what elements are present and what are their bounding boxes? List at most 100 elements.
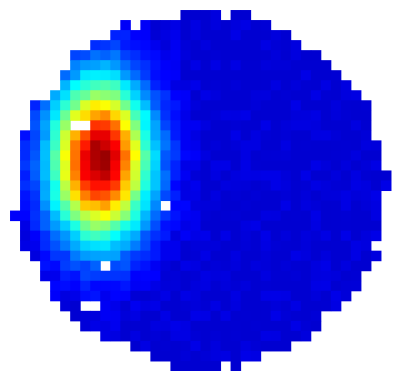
heatmap-cell: [90, 90, 101, 101]
heatmap-cell: [330, 260, 342, 272]
heatmap-cell: [290, 310, 302, 322]
heatmap-cell: [120, 170, 131, 181]
heatmap-cell: [180, 70, 191, 81]
heatmap-cell: [170, 260, 181, 272]
heatmap-cell: [20, 230, 31, 242]
heatmap-cell: [240, 260, 252, 272]
heatmap-cell: [320, 270, 332, 282]
heatmap-cell: [140, 190, 151, 202]
heatmap-cell: [100, 140, 111, 151]
heatmap-cell: [180, 230, 191, 242]
heatmap-cell: [30, 240, 41, 252]
heatmap-cell: [230, 310, 242, 322]
heatmap-cell: [150, 330, 161, 342]
heatmap-cell: [110, 70, 121, 81]
heatmap-cell: [200, 350, 212, 362]
heatmap-cell: [380, 180, 392, 192]
heatmap-cell: [40, 210, 51, 222]
heatmap-cell: [120, 40, 131, 51]
heatmap-cell: [80, 150, 91, 161]
heatmap-cell: [240, 350, 252, 362]
heatmap-cell: [280, 60, 292, 71]
heatmap-cell: [190, 170, 201, 181]
heatmap-cell: [150, 180, 161, 192]
heatmap-cell: [320, 80, 332, 91]
heatmap-cell: [310, 80, 322, 91]
heatmap-cell: [150, 240, 161, 252]
heatmap-cell: [320, 240, 332, 252]
heatmap-cell: [120, 310, 131, 322]
heatmap-cell: [180, 10, 191, 21]
heatmap-cell: [200, 200, 212, 212]
heatmap-cell: [290, 130, 302, 141]
heatmap-cell: [350, 150, 362, 161]
heatmap-cell: [180, 20, 191, 31]
heatmap-cell: [150, 190, 161, 202]
heatmap-cell: [180, 40, 191, 51]
heatmap-cell: [250, 300, 262, 312]
heatmap-cell: [190, 80, 201, 91]
heatmap-cell: [260, 340, 272, 352]
heatmap-cell: [280, 110, 292, 121]
heatmap-cell: [290, 200, 302, 212]
heatmap-cell: [160, 210, 171, 222]
heatmap-cell: [100, 290, 111, 302]
heatmap-cell: [30, 220, 41, 232]
heatmap-cell: [250, 140, 262, 151]
heatmap-cell: [240, 150, 252, 161]
heatmap-cell: [70, 240, 81, 252]
heatmap-cell: [120, 140, 131, 151]
heatmap-cell: [250, 200, 262, 212]
heatmap-cell: [20, 220, 31, 232]
heatmap-cell: [340, 100, 352, 111]
heatmap-cell: [240, 200, 252, 212]
heatmap-cell: [320, 110, 332, 121]
heatmap-cell: [240, 80, 252, 91]
heatmap-cell: [120, 20, 131, 31]
heatmap-cell: [240, 300, 252, 312]
heatmap-cell: [70, 230, 81, 242]
heatmap-cell: [180, 340, 191, 352]
heatmap-cell: [50, 160, 61, 171]
heatmap-cell: [90, 220, 101, 232]
heatmap-cell: [180, 130, 191, 141]
heatmap-cell: [90, 40, 101, 51]
heatmap-cell: [200, 60, 212, 71]
heatmap-cell: [200, 110, 212, 121]
heatmap-cell: [120, 260, 131, 272]
heatmap-cell: [320, 190, 332, 202]
heatmap-cell: [30, 130, 41, 141]
heatmap-cell: [180, 360, 191, 371]
heatmap-cell: [230, 320, 242, 332]
heatmap-cell: [250, 320, 262, 332]
heatmap-cell: [300, 190, 312, 202]
heatmap-cell: [190, 20, 201, 31]
heatmap-cell: [140, 90, 151, 101]
heatmap-cell: [180, 290, 191, 302]
heatmap-cell: [170, 70, 181, 81]
heatmap-cell: [340, 230, 352, 242]
heatmap-cell: [50, 190, 61, 202]
heatmap-cell: [200, 160, 212, 171]
heatmap-cell: [270, 210, 282, 222]
heatmap-cell: [180, 120, 191, 131]
heatmap-cell: [220, 120, 232, 131]
heatmap-cell: [130, 170, 141, 181]
heatmap-cell: [190, 50, 201, 61]
heatmap-cell: [20, 200, 31, 212]
heatmap-cell: [300, 150, 312, 161]
heatmap-cell: [220, 230, 232, 242]
heatmap-cell: [200, 170, 212, 181]
heatmap-cell: [110, 190, 121, 202]
heatmap-cell: [360, 140, 372, 151]
heatmap-cell: [310, 270, 322, 282]
heatmap-cell: [280, 90, 292, 101]
heatmap-cell: [70, 160, 81, 171]
heatmap-cell: [80, 60, 91, 71]
heatmap-cell: [60, 290, 71, 302]
heatmap-cell: [20, 180, 31, 192]
heatmap-cell: [340, 260, 352, 272]
heatmap-cell: [350, 180, 362, 192]
heatmap-cell: [130, 270, 141, 282]
heatmap-cell: [240, 250, 252, 262]
